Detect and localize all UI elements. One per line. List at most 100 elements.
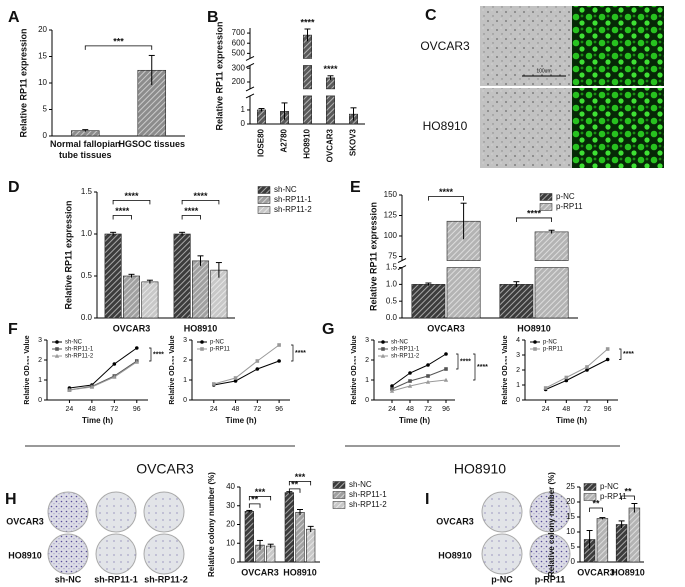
- y-axis-label: Relative RP11 expression: [368, 202, 378, 311]
- y-tick-label: 100: [384, 231, 398, 240]
- significance: ****: [460, 358, 471, 365]
- dish: [95, 491, 137, 533]
- y-tick-label: 300: [232, 63, 246, 72]
- legend-marker: [54, 353, 60, 358]
- x-tick-label: HO8910: [283, 567, 317, 577]
- x-tick-label: OVCAR3: [427, 323, 465, 333]
- point: [407, 383, 413, 388]
- legend-marker: [533, 347, 537, 351]
- point: [408, 379, 412, 383]
- point: [134, 346, 139, 350]
- y-tick-label: 15: [566, 512, 575, 521]
- bracket: [428, 196, 464, 201]
- y-tick-label: 600: [232, 38, 246, 47]
- x-tick-label: 96: [133, 406, 141, 413]
- point: [112, 362, 117, 366]
- y-axis-label: Relative RP11 expression: [63, 200, 73, 309]
- legend-swatch: [583, 483, 597, 491]
- legend-marker: [55, 340, 59, 344]
- y-tick-label: 10: [566, 527, 575, 536]
- y-tick-label: 1.5: [386, 263, 398, 272]
- point: [390, 384, 394, 388]
- point: [425, 379, 431, 384]
- x-tick-label: SKOV3: [349, 128, 358, 156]
- y-tick-label: 20: [38, 25, 47, 34]
- y-tick-label: 3: [516, 352, 520, 359]
- legend-swatch: [257, 206, 271, 214]
- y-axis-label: Relative OD₄₅₀ Value: [169, 335, 176, 404]
- x-tick-label-box: Normal fallopian tube tissues: [50, 139, 121, 160]
- axis-break: [397, 265, 407, 271]
- x-tick-label: 96: [275, 406, 283, 413]
- x-tick-label: 24: [66, 406, 74, 413]
- point: [444, 367, 448, 371]
- bracket: [181, 200, 220, 205]
- legend-label: p-RP11: [543, 347, 564, 353]
- axis-break: [245, 93, 255, 99]
- y-axis-label: Relative colony number (%): [207, 472, 216, 577]
- y-tick-label: 3: [365, 337, 369, 344]
- bar: [244, 511, 254, 563]
- line: [69, 360, 138, 391]
- bar: [303, 95, 312, 125]
- y-tick-label: 0: [38, 397, 42, 404]
- x-tick-label: HO8910: [184, 323, 218, 333]
- dish: [481, 491, 523, 533]
- y-axis-label: Relative OD₄₅₀ Value: [351, 335, 358, 404]
- y-tick-label: 5: [43, 105, 48, 114]
- legend-label: p-NC: [543, 340, 558, 346]
- significance: ***: [255, 487, 266, 497]
- col-label: sh-RP11-2: [144, 574, 188, 584]
- y-tick-label: 30: [226, 501, 235, 510]
- y-tick-label: 40: [226, 482, 235, 491]
- legend-marker: [381, 340, 385, 344]
- significance: ****: [193, 191, 208, 201]
- significance: ****: [124, 191, 139, 201]
- micrograph-fluorescence: [572, 6, 664, 86]
- axis-break: [245, 56, 255, 61]
- col-label: p-NC: [491, 574, 513, 584]
- bar: [499, 284, 534, 319]
- x-tick-label: 96: [604, 406, 612, 413]
- legend-label: sh-RP11-2: [391, 354, 420, 360]
- legend-swatch: [583, 493, 597, 501]
- y-tick-label: 1: [38, 377, 42, 384]
- bracket: [248, 495, 272, 501]
- significance: **: [251, 494, 259, 504]
- panel-letter: D: [8, 179, 20, 196]
- line: [391, 379, 447, 392]
- legend-swatch: [539, 193, 553, 201]
- point: [233, 376, 238, 380]
- x-tick-label: OVCAR3: [113, 323, 151, 333]
- significance: ***: [295, 472, 306, 482]
- bar: [596, 518, 609, 563]
- bar: [173, 233, 191, 319]
- legend-label: p-RP11: [600, 492, 627, 501]
- line: [213, 360, 280, 386]
- legend-label: sh-RP11-1: [349, 490, 387, 499]
- dish: [143, 491, 185, 533]
- y-tick-label: 2: [38, 357, 42, 364]
- bar: [534, 231, 569, 261]
- x-axis-label: Time (h): [556, 416, 587, 425]
- y-tick-label: 15: [38, 52, 47, 61]
- line: [545, 348, 608, 389]
- x-tick-label: 72: [424, 406, 432, 413]
- x-tick-label: HO8910: [611, 567, 645, 577]
- legend-label: sh-NC: [391, 340, 409, 346]
- micrograph-fluorescence: [572, 88, 664, 168]
- y-tick-label: 1: [516, 382, 520, 389]
- significance: ****: [477, 364, 488, 371]
- significance: ****: [439, 187, 454, 197]
- point: [277, 359, 281, 363]
- legend-label: sh-RP11-1: [65, 347, 94, 353]
- bracket: [84, 45, 153, 50]
- y-tick-label: 700: [232, 28, 246, 37]
- bracket: [621, 495, 635, 500]
- colony-h: OVCAR3 HO8910 sh-NC sh-RP11-1 sh-RP11-2: [6, 491, 188, 584]
- x-tick-label: 72: [583, 406, 591, 413]
- bracket: [291, 344, 294, 362]
- x-tick-label: HGSOC tissues: [118, 139, 186, 149]
- y-tick-label: 75: [388, 252, 397, 261]
- panel-letter: C: [425, 7, 437, 24]
